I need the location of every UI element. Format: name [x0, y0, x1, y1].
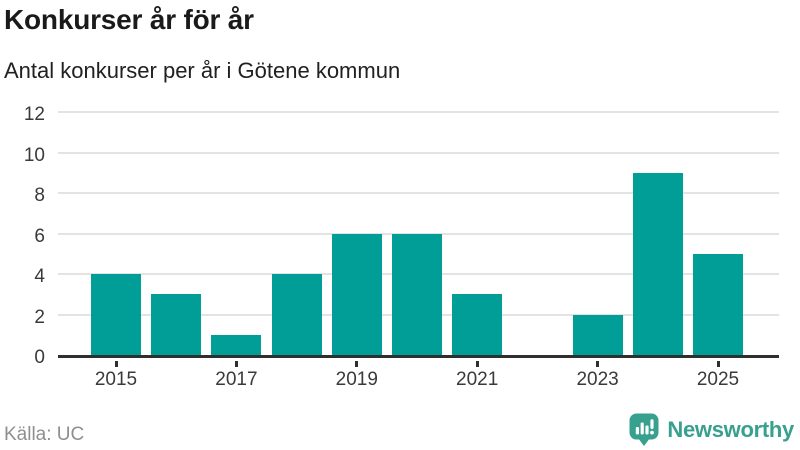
- x-tick-2025: [716, 361, 720, 367]
- bar-2015: [91, 274, 141, 355]
- x-tick-2015: [114, 361, 118, 367]
- x-tick-label-2023: 2023: [576, 369, 619, 390]
- bar-2021: [452, 294, 503, 355]
- x-tick-label-2019: 2019: [335, 369, 378, 390]
- x-tick-label-2015: 2015: [94, 369, 138, 390]
- x-tick-label-2017: 2017: [215, 369, 258, 390]
- y-tick-label-8: 8: [34, 185, 45, 206]
- bar-2024: [632, 172, 683, 355]
- y-tick-label-4: 4: [34, 266, 45, 287]
- y-tick-label-10: 10: [23, 144, 45, 166]
- newsworthy-logo[interactable]: Newsworthy: [629, 413, 794, 446]
- y-tick-label-12: 12: [23, 104, 45, 125]
- brand-wordmark: Newsworthy: [667, 416, 794, 442]
- plot-area: [58, 111, 779, 358]
- x-tick-2023: [596, 361, 600, 367]
- x-axis: 2015 2017 2019 2021 2023 2025: [58, 358, 779, 400]
- gridline-y-8: [58, 192, 779, 194]
- x-tick-2019: [355, 361, 359, 367]
- x-tick-2021: [475, 361, 479, 367]
- y-tick-label-2: 2: [34, 306, 45, 328]
- x-tick-label-2021: 2021: [456, 369, 499, 390]
- gridline-y-12: [58, 111, 779, 113]
- gridline-y-10: [58, 151, 779, 154]
- bar-2025: [693, 253, 743, 355]
- bar-2018: [271, 274, 322, 355]
- x-tick-2017: [234, 361, 238, 367]
- y-tick-label-0: 0: [34, 347, 45, 368]
- newsworthy-icon: [629, 413, 659, 446]
- chart-title: Konkurser år för år: [4, 4, 254, 35]
- chart-subtitle: Antal konkurser per år i Götene kommun: [4, 58, 401, 83]
- bar-2016: [151, 294, 202, 355]
- y-tick-label-6: 6: [34, 225, 45, 247]
- bar-2017: [211, 334, 262, 355]
- y-axis-labels: 0 2 4 6 8 10 12: [0, 104, 45, 368]
- bar-2020: [392, 233, 442, 355]
- bar-2023: [572, 314, 623, 355]
- source-label: Källa: UC: [4, 424, 85, 445]
- bar-2019: [331, 233, 382, 355]
- x-tick-label-2025: 2025: [696, 369, 740, 390]
